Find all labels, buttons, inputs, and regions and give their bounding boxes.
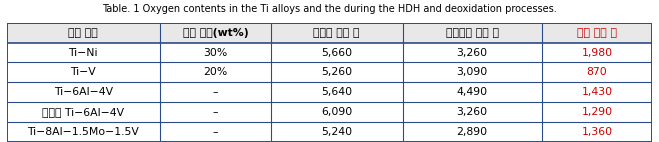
Bar [160,43,271,62]
Bar [271,122,403,142]
Bar [403,23,542,43]
Text: 870: 870 [587,67,608,77]
Text: 1,290: 1,290 [581,107,613,117]
Text: 3,260: 3,260 [457,48,488,58]
Text: Ti−6Al−4V: Ti−6Al−4V [54,87,113,97]
Bar [7,62,160,82]
Bar [271,62,403,82]
Bar [160,122,271,142]
Bar [160,62,271,82]
Bar [7,23,160,43]
Text: Table. 1 Oxygen contents in the Ti alloys and the during the HDH and deoxidation: Table. 1 Oxygen contents in the Ti alloy… [102,4,557,14]
Bar [160,82,271,102]
Text: 열처리 Ti−6Al−4V: 열처리 Ti−6Al−4V [42,107,125,117]
Text: 5,640: 5,640 [321,87,352,97]
Text: 5,260: 5,260 [321,67,352,77]
Bar [542,82,652,102]
Bar [542,62,652,82]
Bar [403,122,542,142]
Bar [7,43,160,62]
Text: –: – [213,87,218,97]
Bar [7,122,160,142]
Text: 2,890: 2,890 [457,127,488,137]
Text: 1,430: 1,430 [581,87,613,97]
Bar [271,23,403,43]
Text: 1,980: 1,980 [581,48,613,58]
Text: 1,360: 1,360 [581,127,613,137]
Text: 3,090: 3,090 [457,67,488,77]
Bar [271,102,403,122]
Bar [542,102,652,122]
Text: 3,260: 3,260 [457,107,488,117]
Bar [542,43,652,62]
Text: 5,240: 5,240 [321,127,352,137]
Text: 분말 종류: 분말 종류 [69,28,98,38]
Text: –: – [213,107,218,117]
Text: 수소화 공정 후: 수소화 공정 후 [314,28,360,38]
Bar [160,102,271,122]
Bar [160,23,271,43]
Bar [403,62,542,82]
Text: 30%: 30% [203,48,227,58]
Bar [542,23,652,43]
Text: 4,490: 4,490 [457,87,488,97]
Bar [7,82,160,102]
Text: 5,660: 5,660 [321,48,352,58]
Bar [271,43,403,62]
Text: 탈산 공정 후: 탈산 공정 후 [577,28,617,38]
Text: Ti−V: Ti−V [71,67,96,77]
Text: –: – [213,127,218,137]
Bar [403,43,542,62]
Bar [542,122,652,142]
Text: 6,090: 6,090 [321,107,353,117]
Bar [7,102,160,122]
Text: Ti−Ni: Ti−Ni [69,48,98,58]
Text: 합금 조성(wt%): 합금 조성(wt%) [183,28,248,38]
Bar [403,82,542,102]
Text: Ti−8Al−1.5Mo−1.5V: Ti−8Al−1.5Mo−1.5V [28,127,139,137]
Bar [403,102,542,122]
Text: 20%: 20% [203,67,227,77]
Bar [271,82,403,102]
Text: 탈수소화 공정 후: 탈수소화 공정 후 [445,28,499,38]
